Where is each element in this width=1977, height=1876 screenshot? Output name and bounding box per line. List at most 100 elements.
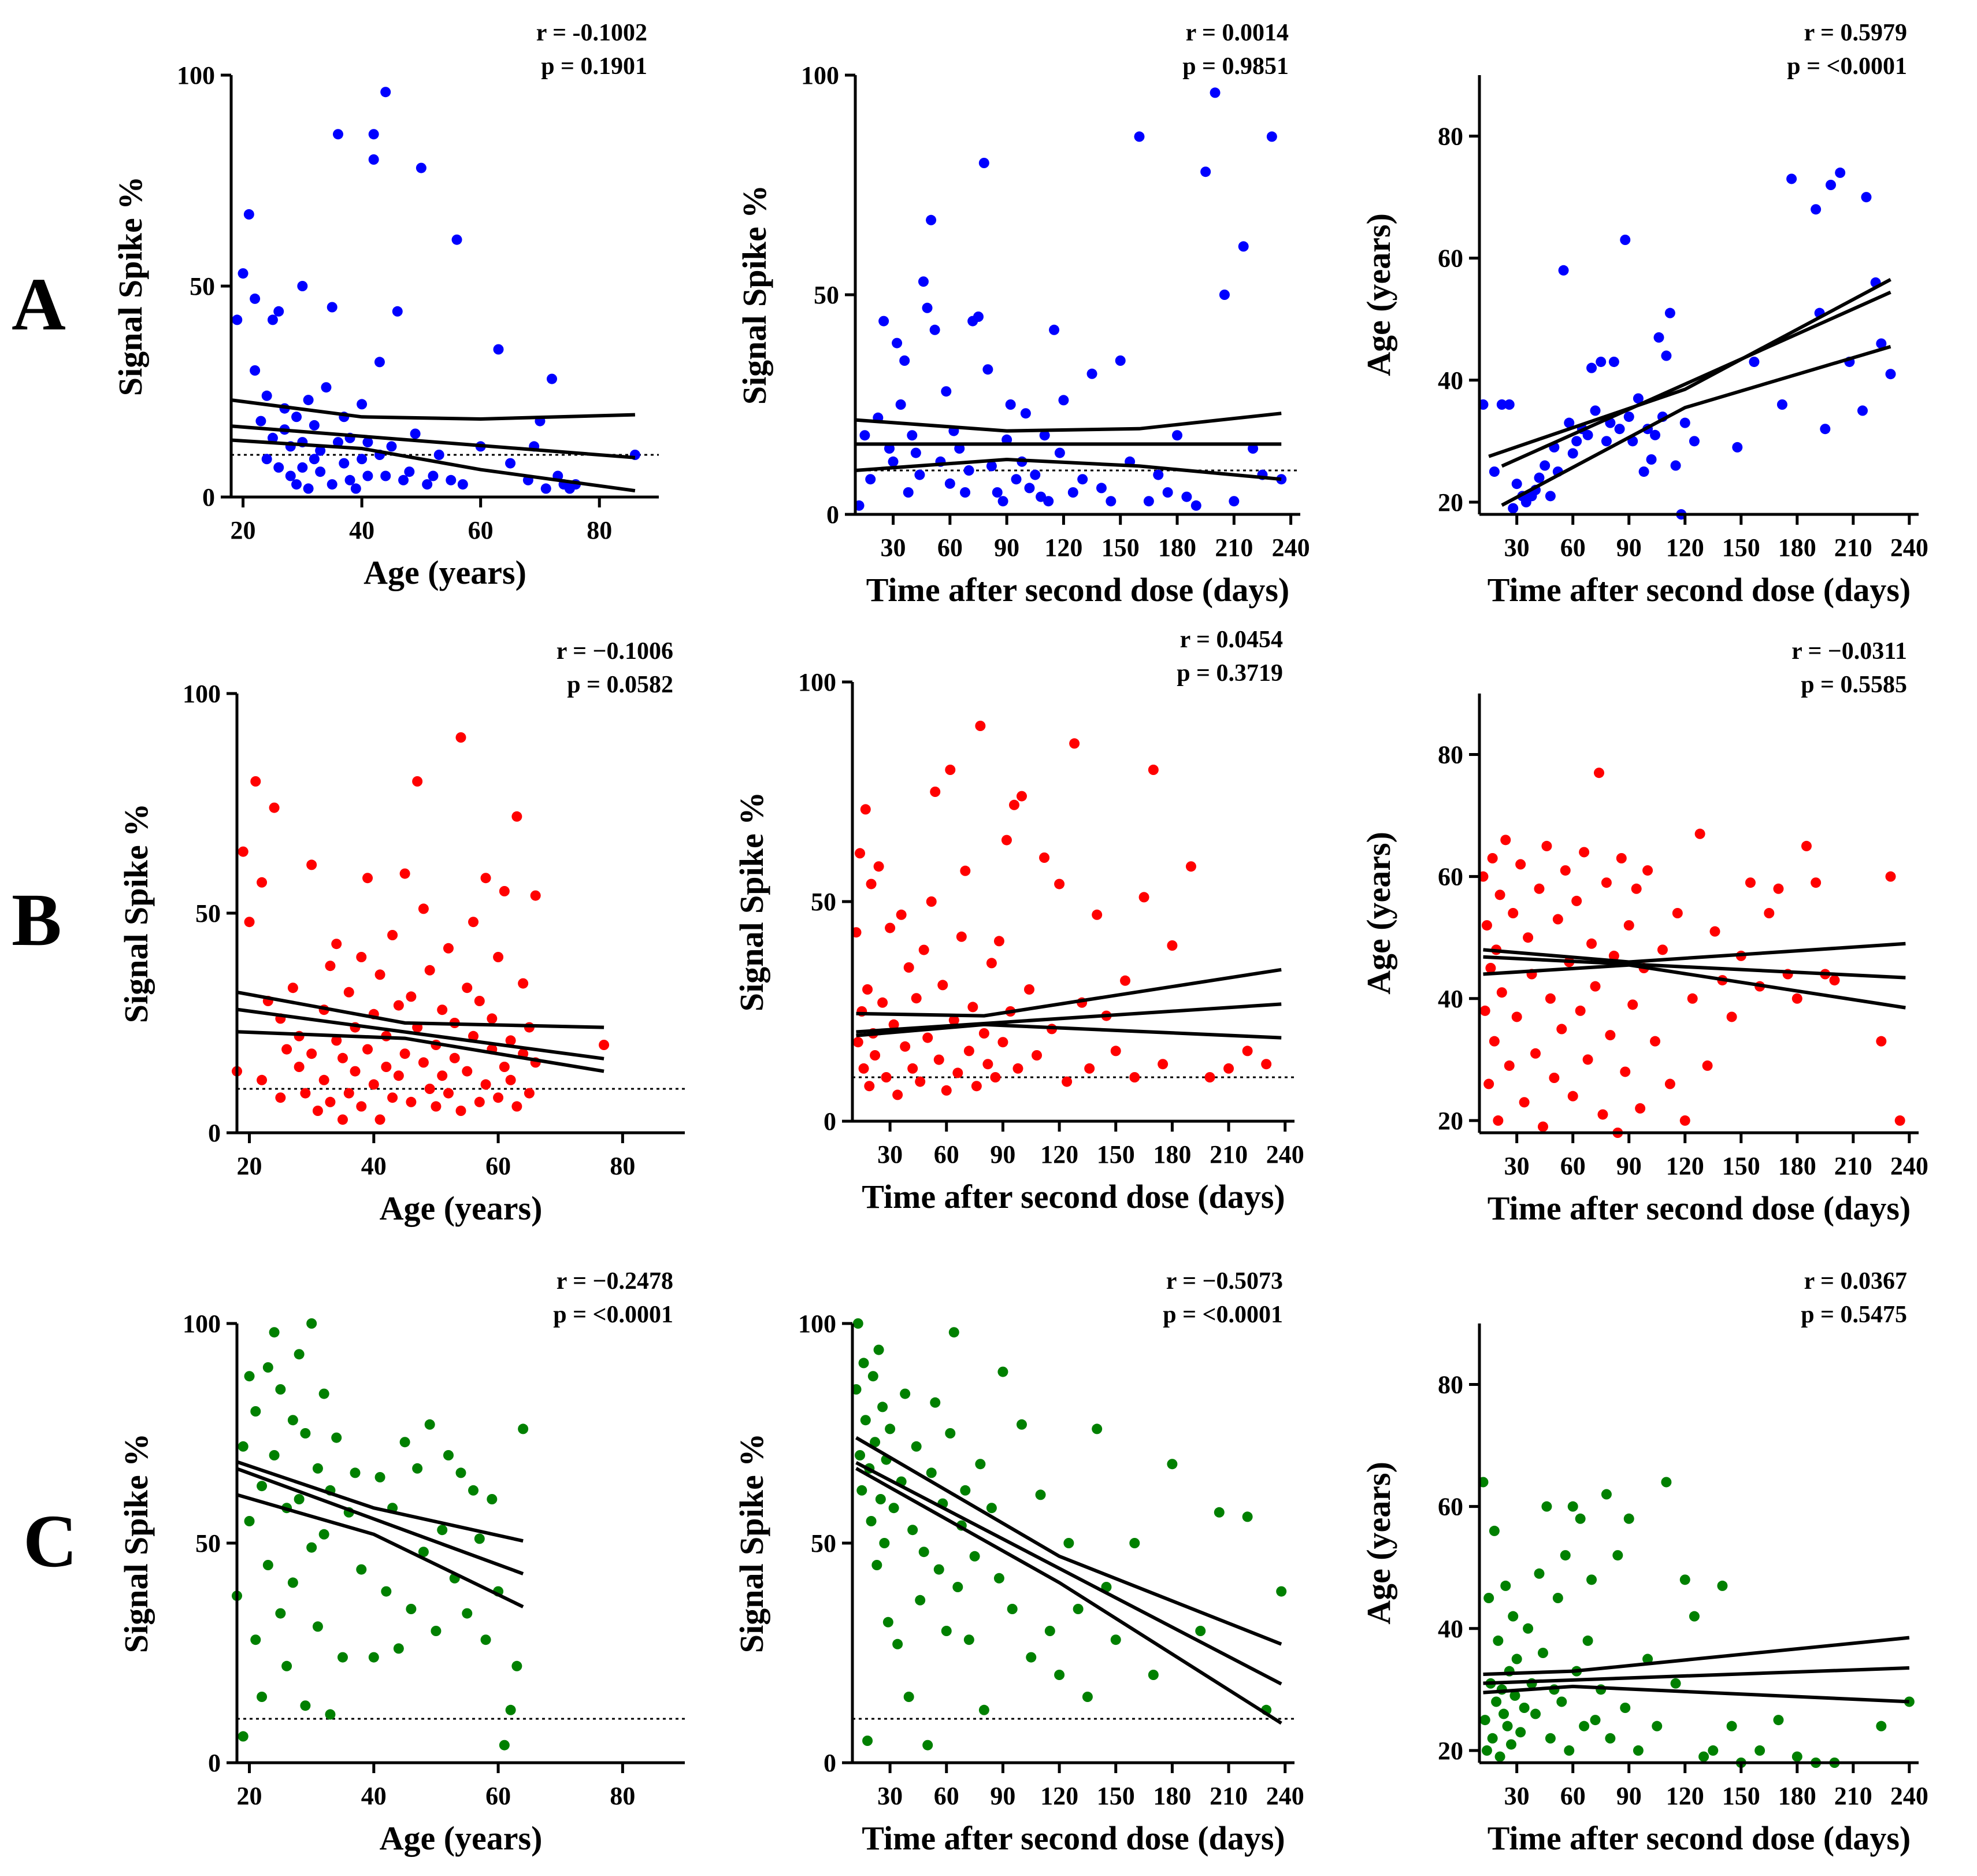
data-point — [306, 1318, 317, 1329]
data-point — [1885, 871, 1896, 882]
regression-line — [231, 424, 636, 459]
data-point — [1502, 1721, 1513, 1732]
data-point — [267, 432, 278, 443]
data-point — [291, 479, 302, 490]
data-point — [300, 1700, 311, 1711]
x-tick-label: 210 — [1215, 533, 1253, 562]
row-label-c: C — [23, 1500, 77, 1583]
data-point — [599, 1040, 610, 1050]
data-point — [269, 802, 280, 813]
data-point — [1483, 1078, 1494, 1089]
data-point — [1755, 1745, 1765, 1756]
data-point — [374, 357, 385, 368]
data-point — [244, 917, 255, 928]
data-point — [267, 314, 278, 325]
data-point — [1092, 909, 1103, 920]
data-point — [1515, 1727, 1526, 1738]
data-point — [404, 466, 415, 477]
data-point — [1190, 500, 1201, 511]
data-point — [1138, 892, 1149, 903]
y-tick-label: 80 — [1438, 741, 1463, 769]
data-point — [918, 944, 929, 955]
data-point — [312, 1106, 323, 1116]
panel-b-1: 20 40 60 80 0 50 100 Age (years) Signal Spike % r… — [117, 638, 685, 1227]
data-point — [433, 450, 444, 460]
data-point — [1582, 1054, 1593, 1065]
data-point — [462, 983, 473, 993]
data-point — [287, 983, 298, 993]
data-point — [356, 1101, 367, 1112]
data-point — [1185, 861, 1196, 872]
y-axis-title: Age (years) — [1360, 213, 1397, 376]
x-tick-label: 30 — [1504, 1152, 1530, 1180]
data-point — [1560, 1550, 1571, 1561]
data-point — [1811, 204, 1822, 215]
x-tick-label: 60 — [937, 533, 963, 562]
data-point — [1549, 1073, 1560, 1083]
data-point — [948, 1327, 959, 1338]
data-point — [474, 1533, 485, 1544]
data-point — [922, 1740, 933, 1751]
data-point — [422, 479, 433, 490]
confidence-band-ci-high — [236, 990, 604, 1029]
data-point — [915, 1076, 926, 1087]
stat-p: p = 0.3719 — [1177, 660, 1283, 687]
data-point — [1058, 395, 1069, 406]
data-point — [1534, 472, 1545, 483]
data-point — [1545, 491, 1556, 502]
y-tick-label: 80 — [1438, 1371, 1463, 1399]
data-point — [350, 483, 361, 494]
stat-r: r = 0.5979 — [1804, 20, 1907, 46]
data-point — [406, 1604, 417, 1614]
data-point — [1134, 131, 1145, 142]
data-point — [309, 420, 320, 431]
data-point — [380, 470, 391, 481]
data-point — [437, 1525, 448, 1536]
data-point — [1005, 399, 1016, 410]
row-label-b: B — [12, 878, 62, 962]
data-point — [1498, 1708, 1509, 1719]
data-point — [963, 1045, 974, 1056]
data-point — [1110, 1634, 1121, 1645]
data-point — [327, 302, 337, 313]
regression-line — [856, 1002, 1282, 1034]
data-point — [859, 430, 870, 441]
confidence-band-ci-low — [1483, 1685, 1909, 1704]
data-point — [879, 1538, 890, 1548]
data-point — [899, 355, 910, 366]
data-point — [933, 1054, 944, 1065]
data-point — [1876, 1036, 1887, 1047]
x-tick-label: 20 — [237, 1782, 262, 1810]
x-tick-label: 240 — [1890, 1152, 1928, 1180]
regression-line — [236, 1007, 604, 1061]
data-point — [1657, 944, 1668, 955]
data-point — [1067, 487, 1078, 498]
data-point — [1039, 430, 1050, 441]
x-axis-title: Time after second dose (days) — [862, 1178, 1285, 1215]
y-axis-title: Signal Spike % — [736, 185, 773, 405]
data-point — [1708, 1745, 1719, 1756]
data-point — [1043, 496, 1054, 507]
data-point — [1238, 241, 1249, 252]
y-tick-label: 50 — [195, 899, 221, 928]
x-tick-label: 60 — [485, 1152, 511, 1180]
x-tick-label: 80 — [587, 516, 612, 544]
data-point — [262, 1560, 273, 1570]
data-point — [929, 324, 940, 335]
x-tick-label: 180 — [1158, 533, 1196, 562]
data-point — [1511, 1653, 1522, 1664]
data-point — [511, 1660, 522, 1671]
data-point — [1077, 474, 1088, 485]
data-point — [238, 846, 248, 857]
y-axis-title: Age (years) — [1360, 1462, 1397, 1625]
data-point — [982, 1059, 993, 1070]
data-point — [1511, 479, 1522, 490]
data-point — [480, 1079, 491, 1090]
data-point — [1601, 436, 1612, 447]
y-tick-label: 20 — [1438, 1737, 1463, 1765]
y-tick-label: 60 — [1438, 1493, 1463, 1521]
data-point — [1511, 1011, 1522, 1022]
data-point — [1608, 950, 1619, 961]
data-point — [907, 1063, 918, 1074]
data-point — [975, 721, 986, 731]
